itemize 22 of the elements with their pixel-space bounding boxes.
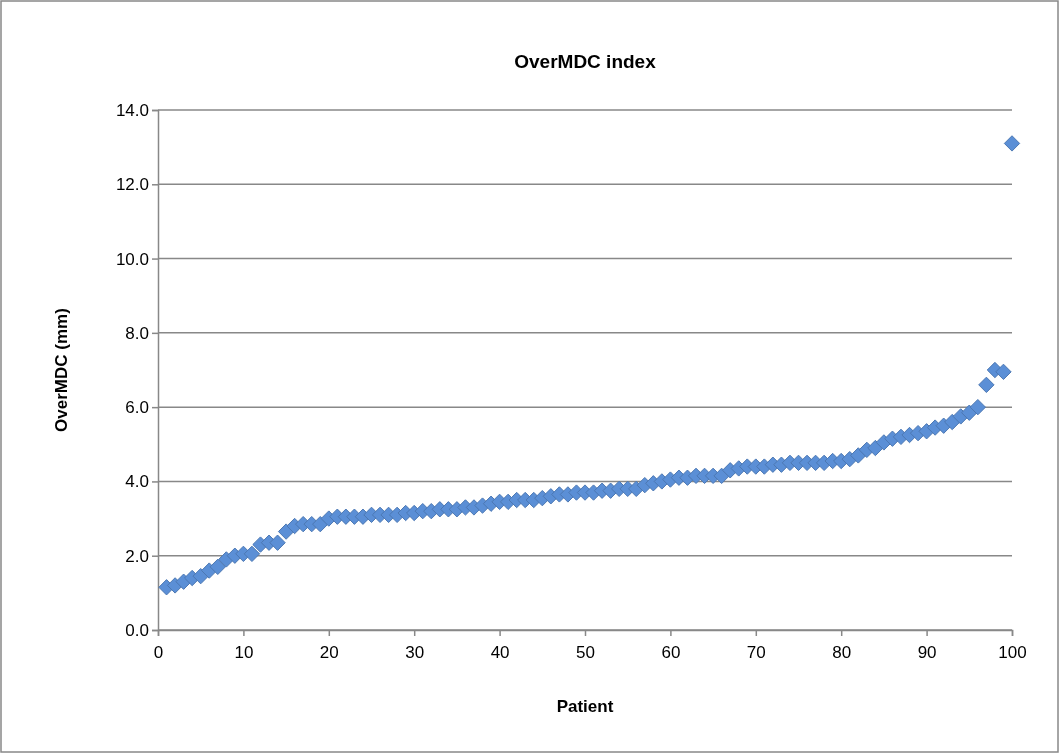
x-tick-label: 10: [234, 642, 254, 662]
x-tick-label: 70: [746, 642, 766, 662]
y-tick-label: 8.0: [125, 323, 149, 343]
y-tick-label: 2.0: [125, 546, 149, 566]
y-axis-title: OverMDC (mm): [52, 308, 71, 432]
x-axis-title: Patient: [556, 697, 614, 716]
y-tick-label: 14.0: [115, 100, 149, 120]
x-tick-label: 60: [661, 642, 681, 662]
y-tick-label: 0.0: [125, 620, 149, 640]
x-tick-label: 20: [319, 642, 339, 662]
x-tick-label: 0: [153, 642, 164, 662]
chart-title: OverMDC index: [514, 51, 657, 72]
x-tick-label: 40: [490, 642, 510, 662]
y-tick-label: 6.0: [125, 398, 149, 418]
x-tick-label: 30: [405, 642, 425, 662]
y-tick-label: 12.0: [115, 175, 149, 195]
x-tick-label: 80: [832, 642, 852, 662]
y-tick-label: 4.0: [125, 472, 149, 492]
x-tick-label: 100: [998, 642, 1027, 662]
x-tick-label: 50: [576, 642, 595, 662]
x-tick-label: 90: [917, 642, 937, 662]
y-tick-label: 10.0: [115, 249, 149, 269]
